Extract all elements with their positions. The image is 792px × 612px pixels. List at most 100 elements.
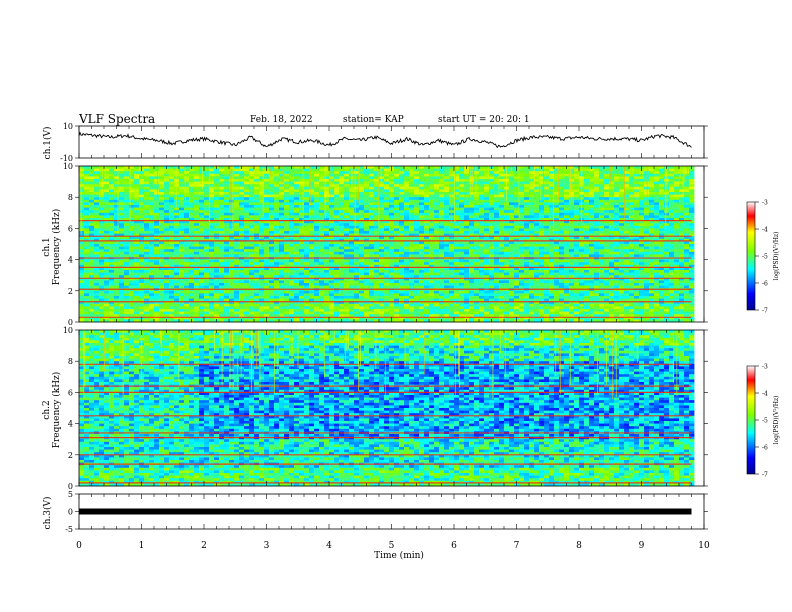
ch1-spectrogram-cell (504, 225, 510, 229)
ch1-spectrogram-cell (604, 207, 610, 211)
ch1-spectrogram-cell (84, 236, 90, 240)
ch1-spectrogram-cell (124, 264, 130, 268)
ch1-spectrogram-cell (359, 246, 365, 250)
ch1-spectrogram-cell (324, 233, 330, 237)
ch1-spectrogram-cell (669, 173, 675, 177)
ch1-spectrogram-cell (534, 179, 540, 182)
ch1-spectrogram-cell (514, 215, 520, 219)
ch1-spectrogram-cell (169, 207, 175, 211)
ch1-spectrogram-cell (374, 231, 380, 234)
ch1-spectrogram-cell (174, 194, 180, 198)
ch1-spectrogram-cell (344, 267, 350, 271)
ch1-spectrogram-cell (469, 207, 475, 211)
ch1-spectrogram-cell (559, 231, 565, 234)
ch1-spectrogram-cell (154, 192, 160, 195)
ch1-spectrogram-cell (524, 249, 530, 253)
ch1-spectrogram-cell (354, 166, 360, 169)
ch1-spectrogram-cell (349, 210, 355, 214)
ch1-spectrogram-cell (324, 171, 330, 175)
ch1-spectrogram-cell (114, 218, 120, 221)
ch1-spectrogram-cell (404, 218, 410, 221)
ch1-spectrogram-cell (209, 220, 215, 224)
ch1-spectrogram-cell (454, 168, 460, 172)
ch1-spectrogram-cell (464, 205, 470, 208)
ch1-spectrogram-cell (324, 173, 330, 177)
ch1-spectrogram-cell (664, 236, 670, 240)
ch1-spectrogram-cell (254, 210, 260, 214)
ch1-spectrogram-cell (114, 168, 120, 172)
ch1-spectrogram-cell (689, 238, 695, 242)
ch1-spectrogram-cell (514, 246, 520, 250)
ch1-spectrogram-cell (529, 215, 535, 219)
ch1-spectrogram-cell (679, 212, 685, 216)
ch1-spectrogram-cell (329, 192, 335, 195)
ch1-spectrogram-cell (284, 189, 290, 193)
ch1-spectrogram-cell (679, 244, 685, 247)
ch1-spectrogram-cell (664, 251, 670, 255)
ch1-spectrogram-cell (364, 179, 370, 182)
ch1-spectrogram-cell (429, 179, 435, 182)
ch1-spectrogram-cell (214, 184, 220, 188)
ch1-spectrogram-cell (254, 202, 260, 206)
ch1-spectrogram-cell (169, 176, 175, 180)
ch1-spectrogram-cell (99, 205, 105, 208)
ch1-spectrogram-cell (499, 225, 505, 229)
ch1-spectrogram-cell (279, 254, 285, 258)
ch1-spectrogram-cell (499, 249, 505, 253)
ch1-spectrogram-cell (134, 220, 140, 224)
ch1-spectrogram-cell (529, 207, 535, 211)
ch1-spectrogram-cell (179, 202, 185, 206)
ch1-spectrogram-cell (499, 186, 505, 190)
ch1-spectrogram-cell (449, 231, 455, 234)
ch1-spectrogram-cell (474, 236, 480, 240)
ch1-spectrogram-cell (299, 210, 305, 214)
ch1-spectrogram-cell (389, 171, 395, 175)
ch1-spectrogram-cell (294, 176, 300, 180)
ch1-spectrogram-cell (139, 246, 145, 250)
ch1-spectrogram-cell (149, 264, 155, 268)
ch1-spectrogram-cell (449, 179, 455, 182)
ch1-spectrogram-cell (124, 189, 130, 193)
ch1-spectrogram-cell (439, 199, 445, 203)
ch1-spectrogram-cell (344, 166, 350, 169)
ch1-spectrogram-cell (599, 186, 605, 190)
ch1-spectrogram-cell (529, 168, 535, 172)
ch1-spectrogram-cell (444, 218, 450, 221)
ch1-spectrogram-cell (319, 207, 325, 211)
ch1-spectrogram-cell (579, 233, 585, 237)
ch1-spectrogram-cell (419, 220, 425, 224)
ch1-spectrogram-cell (264, 225, 270, 229)
ch1-spectrogram-cell (419, 262, 425, 266)
ch1-spectrogram-cell (119, 251, 125, 255)
ch1-spectrogram-cell (349, 254, 355, 258)
ch1-spectrogram-cell (489, 249, 495, 253)
ch1-spectrogram-cell (364, 186, 370, 190)
ch1-spectrogram-cell (294, 223, 300, 227)
ch1-spectrogram-cell (189, 254, 195, 258)
ch1-spectrogram-cell (89, 202, 95, 206)
ch1-spectrogram-cell (664, 259, 670, 263)
ch1-spectrogram-cell (94, 246, 100, 250)
ch1-spectrogram-cell (284, 267, 290, 271)
ch1-spectrogram-cell (684, 189, 690, 193)
ch1-spectrogram-cell (94, 223, 100, 227)
ch1-spectrogram-cell (619, 207, 625, 211)
ch1-spectrogram-cell (599, 254, 605, 258)
ch1-spectrogram-cell (499, 207, 505, 211)
ch1-spectrogram-cell (589, 184, 595, 188)
ch1-spectrogram-cell (514, 223, 520, 227)
ch1-spectrogram-cell (129, 212, 135, 216)
ch1-spectrogram-cell (324, 254, 330, 258)
ch1-spectrogram-cell (214, 233, 220, 237)
ch1-spectrogram-cell (104, 225, 110, 229)
ch1-spectrogram-cell (654, 168, 660, 172)
ch1-spectrogram-cell (499, 236, 505, 240)
ch1-spectrogram-cell (524, 207, 530, 211)
ch1-spectrogram-cell (674, 215, 680, 219)
ch1-spectrogram-cell (404, 236, 410, 240)
ch1-spectrogram-cell (384, 251, 390, 255)
ch1-spectrogram-cell (254, 236, 260, 240)
ch1-spectrogram-cell (459, 173, 465, 177)
ch1-spectrogram-cell (439, 233, 445, 237)
ch1-spectrogram-cell (319, 267, 325, 271)
